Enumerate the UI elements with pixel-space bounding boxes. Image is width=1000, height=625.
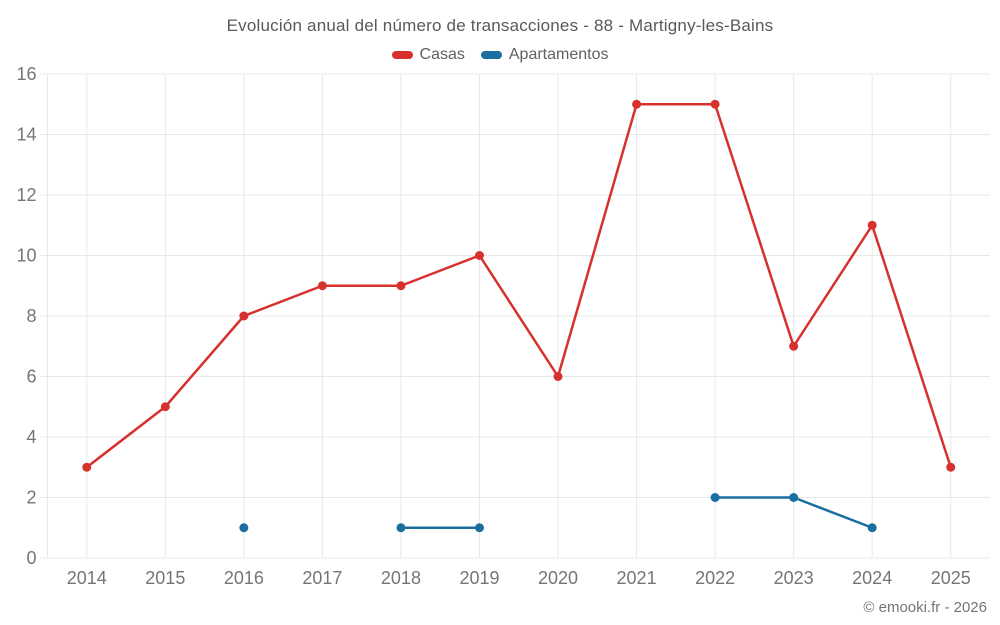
y-tick-label: 16 bbox=[16, 64, 36, 84]
x-tick-label: 2025 bbox=[931, 568, 971, 588]
x-tick-label: 2014 bbox=[67, 568, 107, 588]
series-casas bbox=[82, 99, 956, 472]
data-point bbox=[710, 493, 720, 502]
data-point bbox=[867, 220, 877, 230]
chart-title: Evolución anual del número de transaccio… bbox=[226, 16, 774, 35]
y-tick-label: 4 bbox=[26, 427, 36, 447]
x-tick-label: 2023 bbox=[774, 568, 814, 588]
x-tick-label: 2019 bbox=[459, 568, 499, 588]
data-point bbox=[789, 341, 799, 351]
x-tick-label: 2016 bbox=[224, 568, 264, 588]
data-point bbox=[710, 99, 720, 109]
data-point bbox=[553, 372, 563, 381]
y-tick-label: 0 bbox=[26, 548, 36, 568]
x-axis-labels: 2014 2015 2016 2017 2018 2019 2020 2021 2022 2023… bbox=[67, 568, 971, 588]
data-point bbox=[239, 523, 249, 533]
legend-item-casas[interactable]: Casas bbox=[391, 46, 465, 64]
data-point bbox=[789, 493, 799, 502]
data-point bbox=[317, 281, 327, 291]
y-tick-label: 8 bbox=[26, 306, 36, 326]
data-point bbox=[160, 402, 170, 412]
legend-label-apartamentos: Apartamentos bbox=[508, 46, 609, 63]
apartamentos-swatch-icon bbox=[480, 51, 502, 59]
data-point bbox=[867, 523, 877, 533]
legend-item-apartamentos[interactable]: Apartamentos bbox=[480, 46, 609, 64]
data-point bbox=[632, 99, 642, 109]
data-point bbox=[82, 462, 92, 472]
x-tick-label: 2015 bbox=[145, 568, 185, 588]
y-tick-label: 6 bbox=[26, 367, 36, 387]
x-tick-label: 2017 bbox=[302, 568, 342, 588]
y-tick-label: 12 bbox=[16, 185, 36, 205]
x-tick-label: 2020 bbox=[538, 568, 578, 588]
data-point bbox=[474, 251, 484, 260]
footer-credit: © emooki.fr - 2026 bbox=[863, 599, 987, 616]
x-tick-label: 2018 bbox=[381, 568, 421, 588]
y-tick-label: 14 bbox=[16, 125, 36, 145]
data-point bbox=[474, 523, 484, 533]
data-point bbox=[396, 523, 406, 533]
legend: Casas Apartamentos bbox=[0, 46, 1000, 64]
y-tick-label: 10 bbox=[16, 246, 36, 266]
series-line bbox=[85, 103, 952, 469]
x-tick-label: 2022 bbox=[695, 568, 735, 588]
horizontal-gridlines bbox=[40, 73, 990, 559]
y-tick-label: 2 bbox=[26, 488, 36, 508]
x-tick-label: 2024 bbox=[852, 568, 892, 588]
x-tick-label: 2021 bbox=[617, 568, 657, 588]
data-point bbox=[396, 281, 406, 291]
data-point bbox=[946, 462, 956, 472]
legend-label-casas: Casas bbox=[419, 46, 465, 63]
casas-swatch-icon bbox=[391, 51, 413, 59]
data-point bbox=[239, 311, 249, 321]
series-apartamentos bbox=[239, 493, 877, 533]
y-axis-labels: 0 2 4 6 8 10 12 14 16 bbox=[16, 64, 36, 568]
